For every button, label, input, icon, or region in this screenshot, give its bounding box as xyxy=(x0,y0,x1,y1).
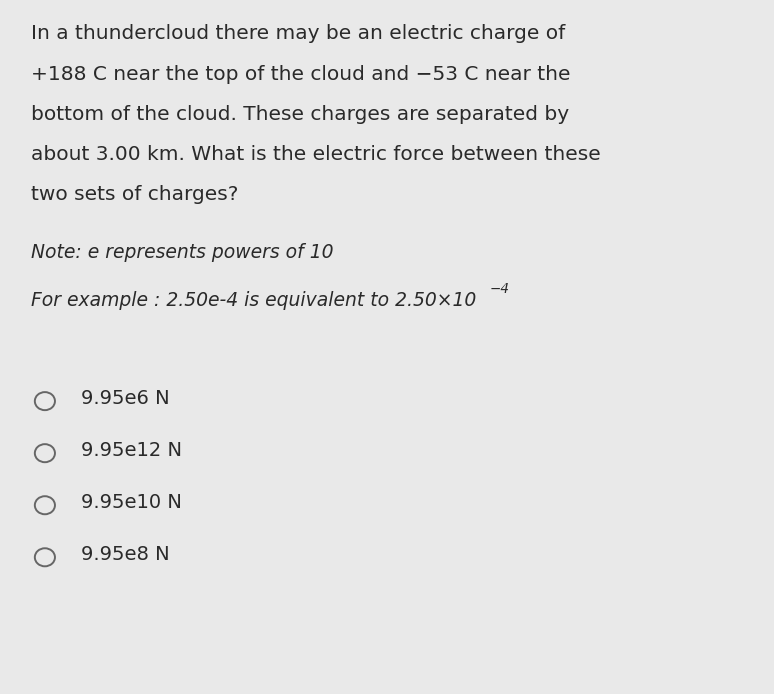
Text: In a thundercloud there may be an electric charge of: In a thundercloud there may be an electr… xyxy=(31,24,565,43)
Text: about 3.00 km. What is the electric force between these: about 3.00 km. What is the electric forc… xyxy=(31,145,601,164)
Text: 9.95e12 N: 9.95e12 N xyxy=(81,441,182,459)
Text: 9.95e6 N: 9.95e6 N xyxy=(81,389,170,407)
Text: +188 C near the top of the cloud and −53 C near the: +188 C near the top of the cloud and −53… xyxy=(31,65,570,83)
Text: For example : 2.50e-4 is equivalent to 2.50×10: For example : 2.50e-4 is equivalent to 2… xyxy=(31,291,476,310)
Text: Note: e represents powers of 10: Note: e represents powers of 10 xyxy=(31,243,334,262)
Text: −4: −4 xyxy=(489,282,509,296)
Text: 9.95e8 N: 9.95e8 N xyxy=(81,545,170,564)
Text: two sets of charges?: two sets of charges? xyxy=(31,185,238,204)
Text: 9.95e10 N: 9.95e10 N xyxy=(81,493,182,511)
Text: bottom of the cloud. These charges are separated by: bottom of the cloud. These charges are s… xyxy=(31,105,569,124)
